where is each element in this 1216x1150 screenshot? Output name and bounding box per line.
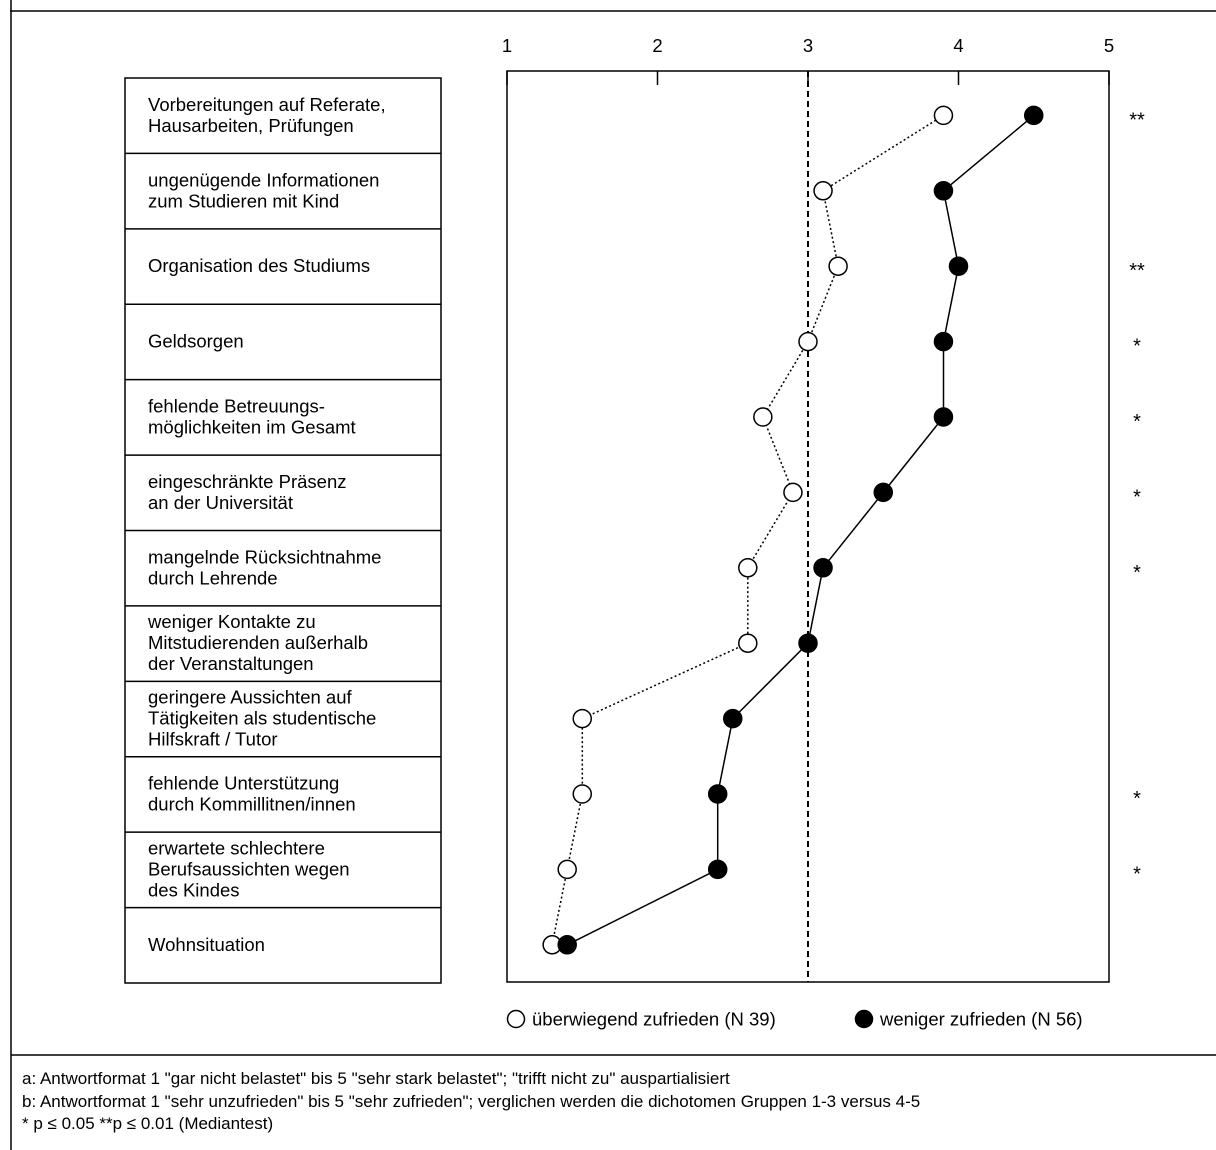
legend-label-series-1: überwiegend zufrieden (N 39) [532,1009,776,1030]
data-point-series-2 [557,935,577,955]
legend-label-series-2: weniger zufrieden (N 56) [879,1009,1083,1030]
category-label-line: erwartete schlechtere [148,837,325,858]
category-label-line: durch Kommillitnen/innen [148,794,356,815]
data-point-series-2 [723,708,743,729]
category-label: Geldsorgen [148,331,244,352]
data-point-series-2 [798,633,818,653]
category-label-line: Tätigkeiten als studentische [148,708,376,729]
significance-marker: * [1133,411,1141,433]
plot-area: 1 2 3 4 5********** [502,35,1145,983]
category-label-line: zum Studieren mit Kind [148,190,339,211]
data-point-series-2 [813,558,833,578]
category-label-line: Vorbereitungen auf Referate, [148,94,386,115]
significance-marker: * [1133,863,1141,885]
legend-marker-series-1 [506,1009,526,1029]
x-tick-label: 5 [1104,35,1114,56]
category-label-line: Berufsaussichten wegen [148,858,350,879]
legend-marker-series-2 [854,1009,874,1029]
category-label: weniger Kontakte zu Mitstudierenden außer… [147,611,368,674]
legend: überwiegend zufrieden (N 39) weniger zufr… [506,1009,1083,1030]
footnote-a: a: Antwortformat 1 "gar nicht belastet" … [22,1069,730,1088]
category-label-line: Hilfskraft / Tutor [148,729,278,750]
category-label-line: fehlende Unterstützung [148,773,339,794]
data-point-series-2 [933,407,954,427]
series-line-1 [551,114,944,945]
data-point-series-1 [828,256,848,276]
data-point-series-1 [557,859,577,880]
footnote-significance: * p ≤ 0.05 **p ≤ 0.01 (Mediantest) [22,1114,274,1133]
category-label-line: geringere Aussichten auf [148,687,352,708]
data-point-series-2 [1024,105,1044,126]
category-label-line: Organisation des Studiums [148,255,370,276]
category-label-line: Mitstudierenden außerhalb [148,632,368,653]
data-point-series-1 [783,482,803,503]
category-label-line: weniger Kontakte zu [147,611,316,632]
category-label-line: mangelnde Rücksichtnahme [148,546,381,567]
x-tick-label: 4 [953,35,963,56]
category-label: Organisation des Studiums [148,255,370,276]
category-label: geringere Aussichten auf Tätigkeiten als … [148,687,376,750]
data-point-series-1 [738,558,758,578]
footnote-b: b: Antwortformat 1 "sehr unzufrieden" bi… [22,1091,921,1111]
series-line-2 [566,114,1035,946]
data-point-series-2 [707,784,728,804]
significance-marker: * [1133,788,1141,810]
category-label-line: Wohnsituation [148,934,265,955]
category-label-line: Geldsorgen [148,331,244,352]
category-label: eingeschränkte Präsenz an der Universität [148,471,346,513]
category-label: fehlende Betreuungs-möglichkeiten im Ges… [148,396,356,438]
category-label-line: möglichkeiten im Gesamt [148,417,356,438]
footnotes: a: Antwortformat 1 "gar nicht belastet" … [22,1068,920,1136]
category-label: ungenügende Informationen zum Studieren m… [148,169,379,211]
category-label-line: der Veranstaltungen [148,653,314,674]
data-point-series-1 [933,105,954,126]
category-label: fehlende Unterstützung durch Kommillitnen… [148,773,356,815]
category-label-table: Vorbereitungen auf Referate, Hausarbeiten… [124,77,442,984]
significance-marker: * [1133,336,1141,358]
data-point-series-2 [707,859,728,880]
significance-marker: * [1133,486,1141,508]
x-tick-label: 2 [652,35,662,56]
category-label-line: des Kindes [148,879,240,900]
data-point-series-1 [753,407,773,427]
category-label-line: ungenügende Informationen [148,169,379,190]
category-label-line: eingeschränkte Präsenz [148,471,346,492]
category-label-line: fehlende Betreuungs- [148,396,325,417]
category-label-line: durch Lehrende [148,567,278,588]
data-point-series-1 [798,331,818,352]
data-point-series-2 [873,482,893,503]
x-tick-label: 3 [803,35,813,56]
data-point-series-2 [933,181,954,201]
data-point-series-1 [572,708,592,729]
data-point-series-1 [813,181,833,201]
category-label: mangelnde Rücksichtnahme durch Lehrende [148,546,381,588]
significance-marker: ** [1129,260,1145,282]
category-label: erwartete schlechtere Berufsaussichten we… [148,837,350,900]
significance-marker: ** [1129,109,1145,131]
category-label: Vorbereitungen auf Referate, Hausarbeiten… [148,94,386,136]
category-label-line: Hausarbeiten, Prüfungen [148,115,354,136]
category-label: Wohnsituation [148,934,265,955]
x-tick-label: 1 [502,35,512,56]
data-point-series-2 [933,331,954,352]
significance-marker: * [1133,562,1141,584]
data-point-series-1 [572,784,592,804]
data-point-series-2 [948,256,969,276]
category-label-line: an der Universität [148,492,293,513]
data-point-series-1 [738,633,758,653]
